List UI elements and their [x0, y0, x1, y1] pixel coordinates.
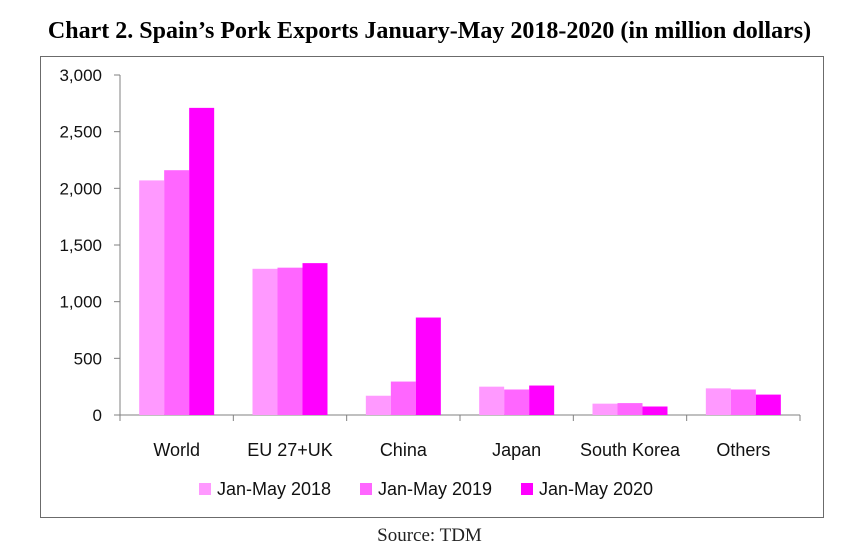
legend-label: Jan-May 2018: [217, 479, 331, 499]
bar: [415, 317, 441, 415]
bar: [592, 403, 618, 415]
bar: [302, 263, 328, 415]
y-tick-label: 2,000: [59, 179, 102, 198]
x-tick-label: South Korea: [580, 440, 681, 460]
bar: [730, 389, 756, 415]
bar: [529, 385, 555, 415]
y-tick-label: 0: [93, 406, 102, 425]
y-tick-label: 2,500: [59, 123, 102, 142]
bar: [617, 403, 643, 415]
bar: [642, 406, 668, 415]
x-tick-label: China: [380, 440, 428, 460]
bar: [479, 386, 505, 415]
legend-label: Jan-May 2020: [539, 479, 653, 499]
y-tick-label: 1,000: [59, 293, 102, 312]
bar: [365, 395, 391, 415]
bar: [189, 107, 215, 415]
y-tick-label: 1,500: [59, 236, 102, 255]
x-tick-label: World: [153, 440, 200, 460]
legend-swatch: [521, 483, 533, 495]
legend-swatch: [199, 483, 211, 495]
chart-title: Chart 2. Spain’s Pork Exports January-Ma…: [47, 18, 812, 44]
x-tick-label: Others: [716, 440, 770, 460]
bar: [390, 381, 416, 415]
chart-frame: [40, 56, 824, 518]
legend-label: Jan-May 2019: [378, 479, 492, 499]
y-tick-label: 500: [74, 349, 102, 368]
source-note: Source: TDM: [377, 525, 482, 546]
bar: [252, 268, 278, 415]
y-tick-label: 3,000: [59, 66, 102, 85]
bar: [164, 170, 190, 415]
bar: [139, 180, 165, 415]
bar: [755, 394, 781, 415]
legend-swatch: [360, 483, 372, 495]
x-tick-label: EU 27+UK: [247, 440, 333, 460]
x-tick-label: Japan: [492, 440, 541, 460]
bar: [277, 267, 303, 415]
bar: [705, 388, 731, 415]
bar: [504, 389, 530, 415]
